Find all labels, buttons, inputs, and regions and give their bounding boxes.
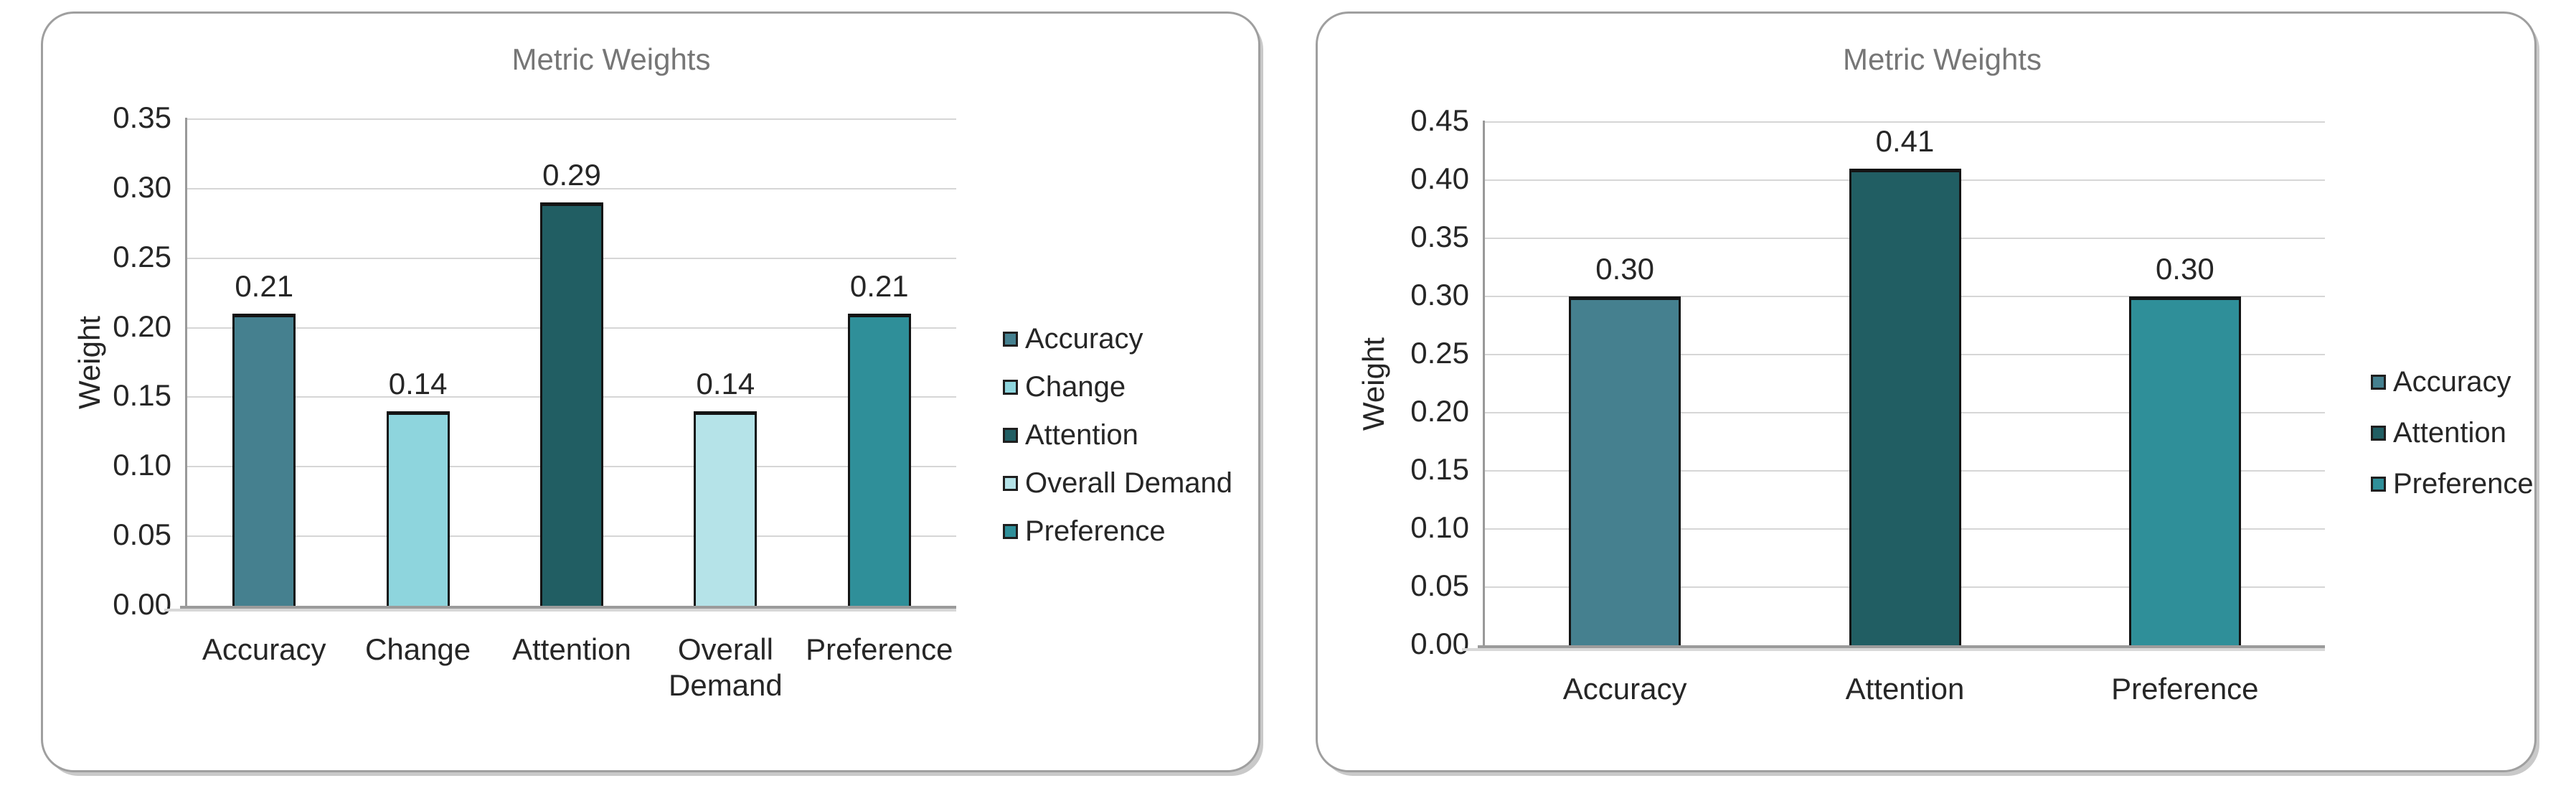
legend-swatch-icon bbox=[2371, 477, 2386, 492]
bar-value-label: 0.30 bbox=[1595, 252, 1655, 286]
bar-value-label: 0.14 bbox=[388, 366, 448, 401]
gridline bbox=[1485, 121, 2325, 123]
gridline bbox=[187, 187, 956, 189]
x-tick-label-accuracy: Accuracy bbox=[1562, 672, 1687, 706]
y-tick-label: 0.00 bbox=[113, 587, 171, 622]
x-axis-shadow bbox=[164, 609, 956, 612]
y-tick-label: 0.15 bbox=[113, 378, 171, 413]
y-tick-label: 0.10 bbox=[1410, 510, 1469, 545]
chart-title: Metric Weights bbox=[511, 42, 711, 76]
y-tick-label: 0.10 bbox=[113, 448, 171, 482]
x-tick-label-attention: Attention bbox=[1845, 672, 1965, 706]
legend-swatch-icon bbox=[1003, 524, 1018, 539]
legend-label: Preference bbox=[1025, 515, 1166, 547]
x-tick-label-accuracy: Accuracy bbox=[202, 632, 326, 666]
y-tick-label: 0.15 bbox=[1410, 452, 1469, 487]
legend-item-accuracy: Accuracy bbox=[2371, 357, 2534, 408]
chart-card-2: Metric Weights Weight 0.00 0.05 0.10 0.15 0.20… bbox=[1316, 11, 2537, 772]
legend-swatch-icon bbox=[1003, 476, 1018, 491]
bar-attention bbox=[540, 202, 603, 606]
x-tick-label-preference: Preference bbox=[2111, 672, 2259, 706]
x-tick-label-change: Change bbox=[365, 632, 471, 666]
y-axis-line bbox=[1483, 121, 1485, 647]
y-tick-label: 0.35 bbox=[1410, 220, 1469, 254]
y-tick-label: 0.25 bbox=[113, 239, 171, 273]
bar-change bbox=[386, 411, 450, 606]
bar-value-label: 0.21 bbox=[235, 269, 294, 304]
bar-value-label: 0.41 bbox=[1875, 123, 1935, 158]
y-tick-label: 0.45 bbox=[1410, 103, 1469, 138]
bar-overall-demand bbox=[694, 411, 758, 606]
y-axis-line bbox=[185, 118, 187, 607]
y-tick-label: 0.20 bbox=[113, 309, 171, 343]
y-tick-label: 0.05 bbox=[1410, 568, 1469, 603]
plot-area: 0.30 0.41 0.30 bbox=[1485, 121, 2325, 645]
y-tick-label: 0.00 bbox=[1410, 627, 1469, 661]
x-axis-line bbox=[1478, 645, 2325, 648]
y-tick-label: 0.35 bbox=[113, 100, 171, 135]
y-tick-label: 0.25 bbox=[1410, 336, 1469, 370]
bar-preference bbox=[847, 314, 911, 606]
legend-label: Preference bbox=[2393, 468, 2534, 500]
legend-item-accuracy: Accuracy bbox=[1003, 315, 1232, 363]
legend-swatch-icon bbox=[1003, 380, 1018, 395]
x-tick-label-preference: Preference bbox=[806, 632, 953, 666]
legend-item-attention: Attention bbox=[2371, 408, 2534, 459]
y-tick-label: 0.30 bbox=[1410, 278, 1469, 312]
bar-value-label: 0.30 bbox=[2155, 252, 2214, 286]
bar-attention bbox=[1849, 168, 1961, 645]
gridline bbox=[187, 118, 956, 120]
legend-item-attention: Attention bbox=[1003, 411, 1232, 459]
legend-swatch-icon bbox=[1003, 428, 1018, 443]
legend-swatch-icon bbox=[2371, 426, 2386, 441]
y-tick-label: 0.40 bbox=[1410, 161, 1469, 196]
legend-item-change: Change bbox=[1003, 363, 1232, 411]
y-tick-label: 0.30 bbox=[113, 169, 171, 204]
legend-label: Accuracy bbox=[1025, 323, 1143, 355]
chart-title: Metric Weights bbox=[1843, 42, 2042, 76]
legend-label: Change bbox=[1025, 371, 1126, 403]
legend: Accuracy Change Attention Overall Demand Pre… bbox=[1003, 315, 1232, 556]
y-tick-label: 0.05 bbox=[113, 518, 171, 552]
bar-accuracy bbox=[232, 314, 296, 606]
x-tick-label-attention: Attention bbox=[512, 632, 631, 666]
chart-card-1: Metric Weights Weight 0.00 0.05 0.10 0.15 0.20… bbox=[41, 11, 1260, 772]
x-axis-line bbox=[180, 606, 956, 609]
bar-accuracy bbox=[1569, 296, 1681, 645]
legend: Accuracy Attention Preference bbox=[2371, 357, 2534, 510]
plot-area: 0.21 0.14 0.29 0.14 0.21 bbox=[187, 118, 956, 606]
legend-item-overall-demand: Overall Demand bbox=[1003, 459, 1232, 507]
bar-value-label: 0.14 bbox=[696, 366, 755, 401]
legend-label: Accuracy bbox=[2393, 366, 2511, 398]
legend-swatch-icon bbox=[2371, 375, 2386, 390]
y-tick-label: 0.20 bbox=[1410, 394, 1469, 429]
legend-swatch-icon bbox=[1003, 332, 1018, 347]
legend-item-preference: Preference bbox=[2371, 459, 2534, 510]
legend-label: Attention bbox=[1025, 419, 1138, 451]
legend-label: Overall Demand bbox=[1025, 467, 1233, 499]
x-tick-label-overall-demand: Overall Demand bbox=[669, 632, 783, 702]
x-axis-shadow bbox=[1462, 648, 2325, 651]
bar-value-label: 0.21 bbox=[849, 269, 909, 304]
legend-item-preference: Preference bbox=[1003, 507, 1232, 556]
legend-label: Attention bbox=[2393, 417, 2506, 449]
bar-preference bbox=[2128, 296, 2241, 645]
bar-value-label: 0.29 bbox=[542, 158, 601, 192]
